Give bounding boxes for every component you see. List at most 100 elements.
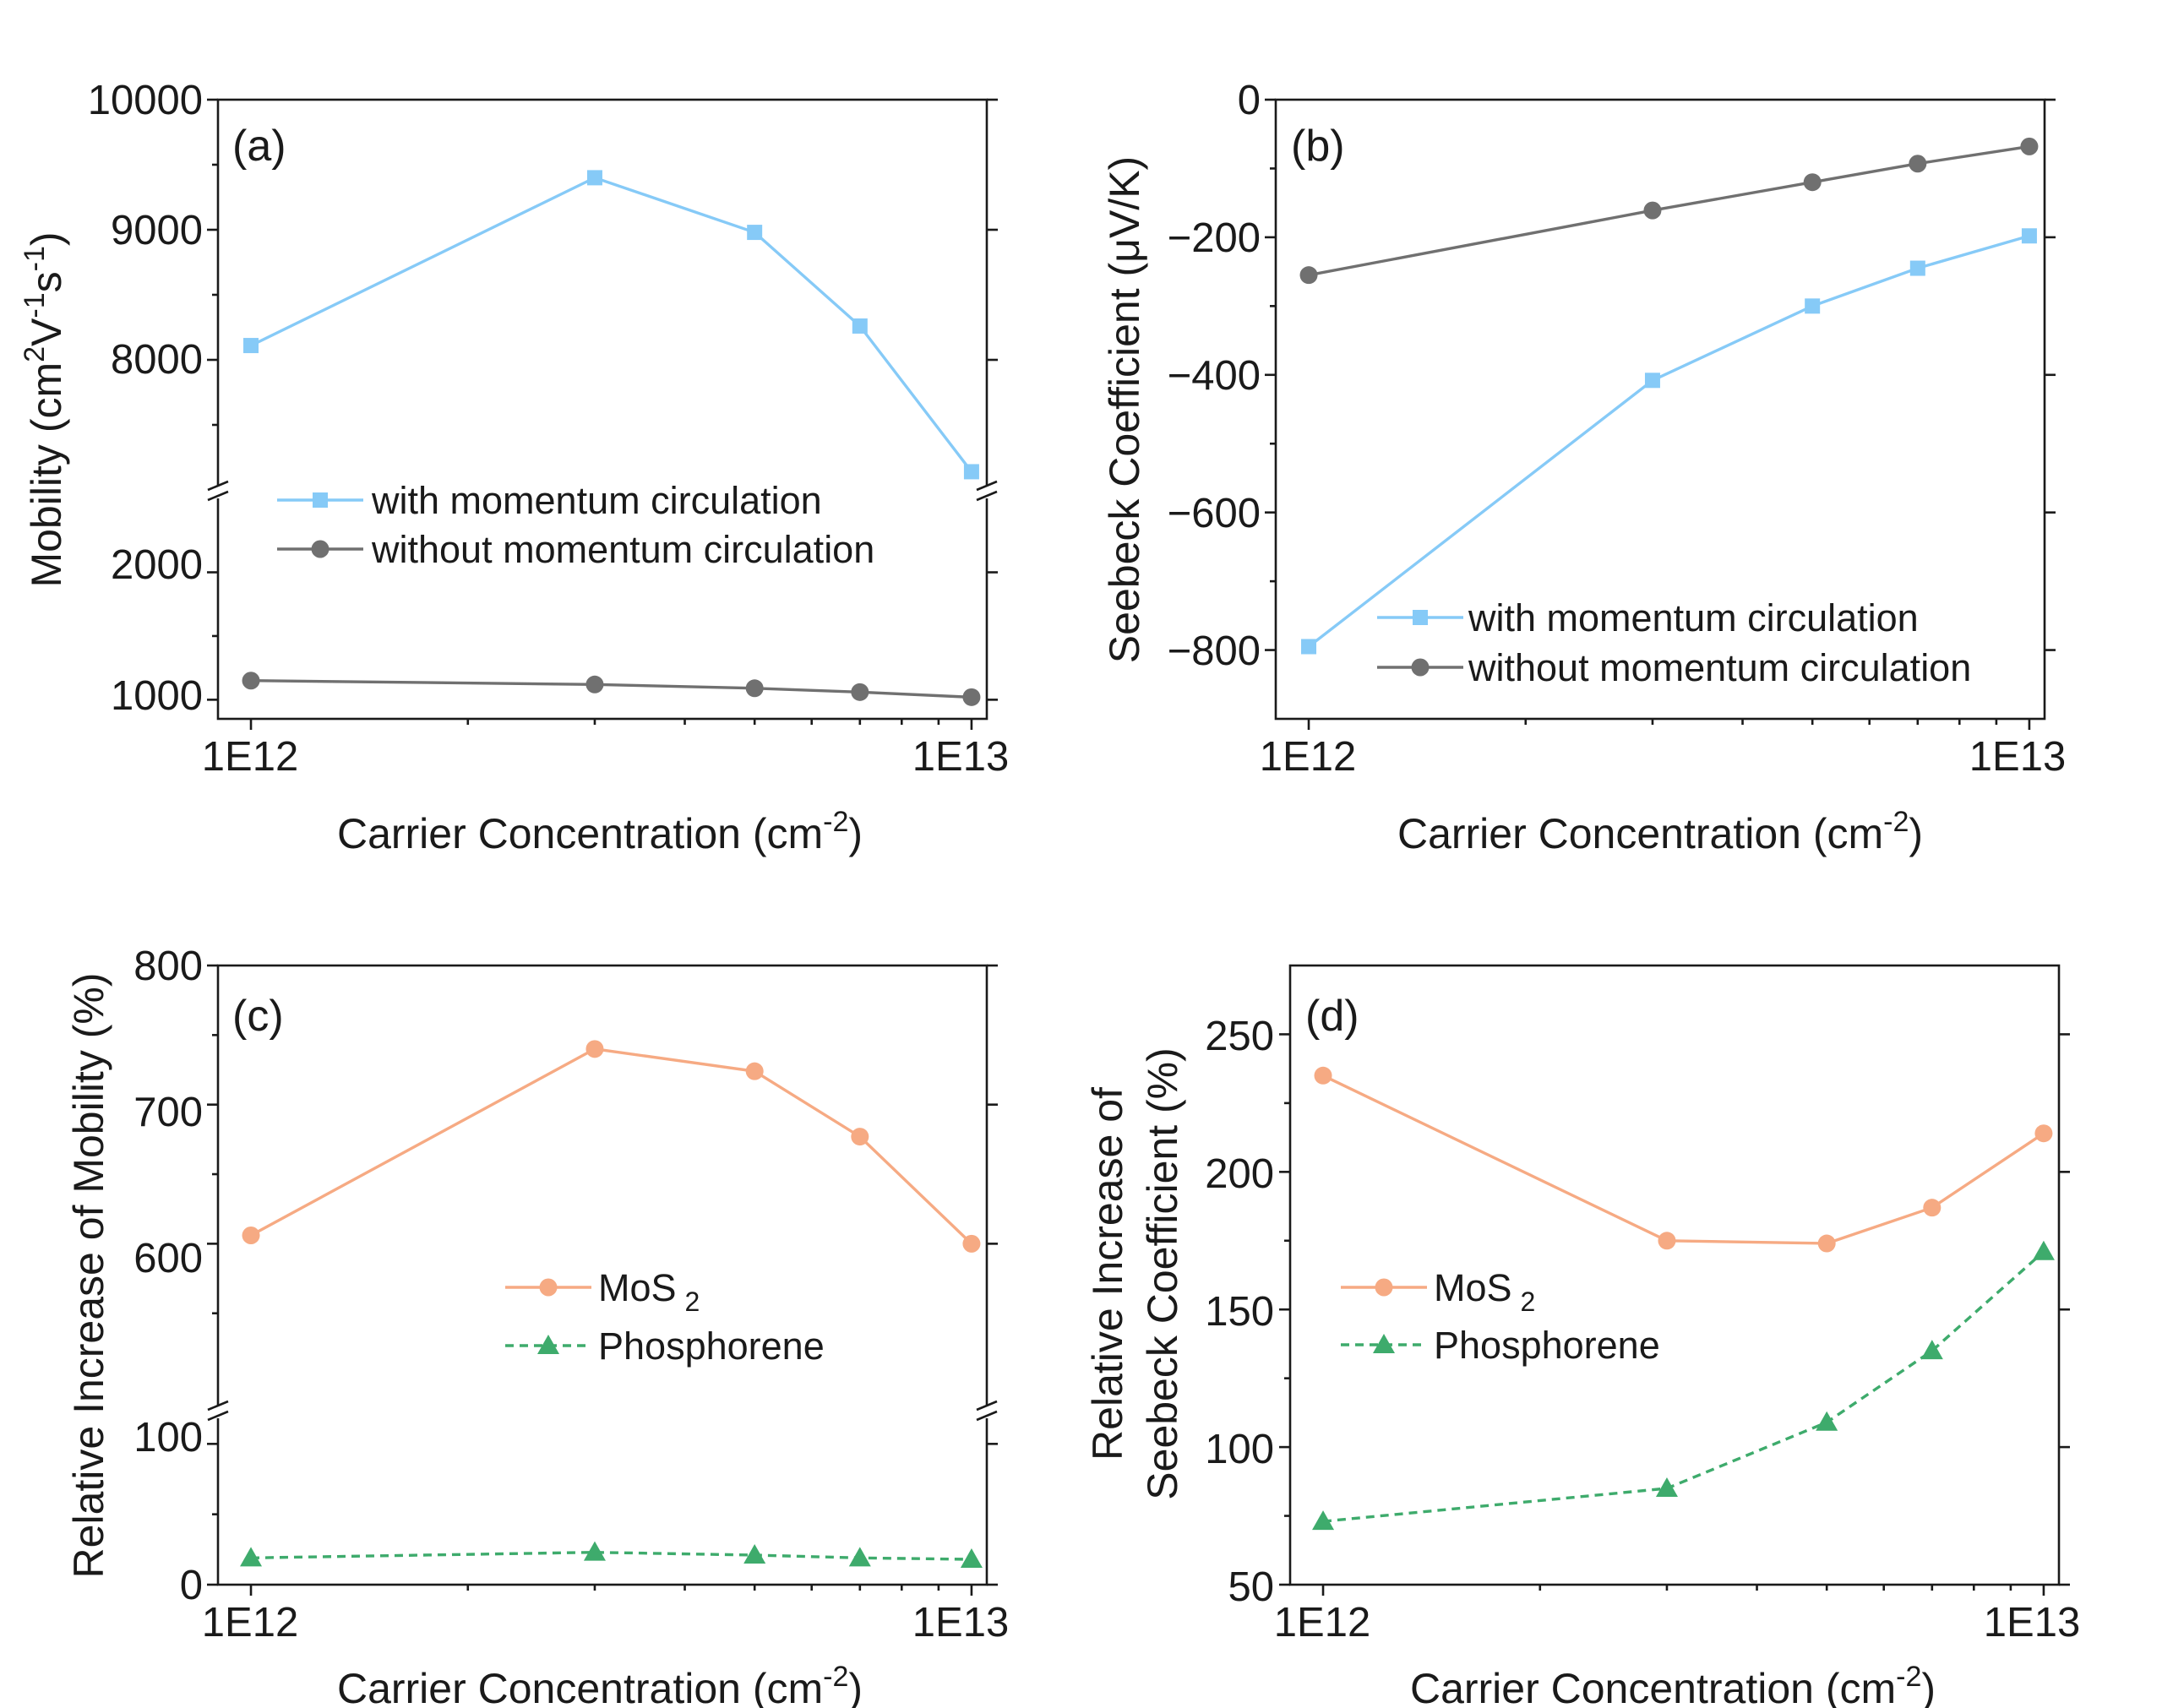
series-0-point: [242, 1226, 260, 1244]
panel-b-legend-symbol-with: [1377, 610, 1463, 625]
panel-d-ticks: [1279, 1033, 2070, 1596]
panel-c-ytick-100: 100: [133, 1415, 203, 1461]
legend-marker: [1413, 610, 1428, 625]
panel-c-series-markers: [240, 1040, 983, 1568]
panel-d-y-axis-title-line2: Seebeck Coefficient (%): [1139, 1047, 1186, 1499]
panel-d-legend: MoS 2 Phosphorene: [1341, 1266, 1660, 1367]
panel-a-legend-symbol-with: [277, 492, 363, 508]
panel-d-ytick-50: 50: [1228, 1564, 1274, 1610]
series-0-point: [1909, 260, 1925, 276]
series-0-point: [963, 464, 979, 480]
series-1-point: [1909, 155, 1927, 173]
series-1-point: [1816, 1411, 1838, 1431]
panel-d: 250 200 150 100 50 1E12 1E13 Carrier Con…: [1084, 964, 2080, 1708]
series-1-point: [242, 672, 260, 690]
series-1-point: [962, 688, 981, 706]
legend-marker: [1373, 1334, 1395, 1353]
panel-d-xtick-1e13: 1E13: [1984, 1600, 2080, 1645]
panel-a-legend-label-without: without momentum circulation: [371, 528, 874, 571]
series-1-point: [1643, 201, 1662, 220]
panel-d-legend-label-phosphorene: Phosphorene: [1434, 1324, 1660, 1367]
panel-b: 0 −200 −400 −600 −800 1E12 1E13 Carrier …: [1101, 78, 2066, 857]
legend-marker: [313, 492, 328, 508]
panel-a-ytick-8000: 8000: [111, 337, 203, 383]
legend-marker: [537, 1335, 559, 1354]
panel-b-series-markers: [1299, 137, 2039, 655]
panel-b-label: (b): [1291, 122, 1345, 171]
panel-c-xtick-1e13: 1E13: [912, 1600, 1009, 1645]
panel-b-ytick-0: 0: [1238, 78, 1261, 123]
series-0-point: [1817, 1234, 1836, 1253]
panel-c-xtick-1e12: 1E12: [202, 1600, 298, 1645]
panel-b-legend: with momentum circulation without moment…: [1377, 596, 1971, 689]
legend-marker: [311, 540, 329, 558]
series-0-line: [1322, 1074, 2045, 1245]
panel-b-ytick-minus400: −400: [1168, 353, 1261, 399]
panel-a-series-lines: [250, 176, 973, 699]
panel-a-ytick-10000: 10000: [88, 78, 203, 123]
panel-a-xtick-1e12: 1E12: [202, 734, 298, 780]
series-1-point: [851, 683, 869, 701]
panel-b-y-axis-title: Seebeck Coefficient (μV/K): [1101, 156, 1148, 663]
series-0-point: [1314, 1066, 1332, 1085]
panel-c-axes-frame: [216, 964, 988, 1586]
panel-d-label: (d): [1305, 992, 1359, 1041]
panel-d-series-markers: [1312, 1066, 2055, 1531]
panel-a-axes-frame: [216, 98, 988, 721]
panel-d-legend-symbol-phosphorene: [1341, 1334, 1427, 1353]
panel-b-ytick-minus600: −600: [1168, 491, 1261, 536]
panel-c-ytick-800: 800: [133, 944, 203, 989]
panel-c: 800 700 600 100 0 1E12 1E13 Carrier Conc…: [65, 944, 1009, 1708]
panel-a-legend-symbol-without: [277, 540, 363, 558]
panel-d-ytick-200: 200: [1205, 1151, 1274, 1197]
series-1-point: [1803, 173, 1822, 192]
panel-c-legend: MoS 2 Phosphorene: [505, 1266, 825, 1368]
panel-b-axes-frame: [1274, 98, 2046, 721]
series-0-point: [747, 225, 763, 241]
series-1-point: [1920, 1340, 1943, 1360]
panel-d-x-axis-title: Carrier Concentration (cm-2): [1410, 1661, 1936, 1708]
panel-a: 10000 9000 8000 2000 1000 1E12 1E13 Carr…: [19, 78, 1009, 857]
panel-b-legend-label-without: without momentum circulation: [1468, 646, 1971, 689]
series-0-point: [2034, 1124, 2053, 1143]
panel-d-ytick-250: 250: [1205, 1014, 1274, 1059]
panel-c-legend-label-mos2: MoS 2: [598, 1266, 700, 1317]
series-1-point: [1299, 266, 1318, 285]
panel-b-xtick-1e12: 1E12: [1260, 734, 1356, 780]
panel-a-label: (a): [232, 122, 286, 171]
panel-d-y-axis-title-line1: Relative Increase of: [1084, 1087, 1131, 1461]
panel-b-series-lines: [1307, 144, 2030, 648]
series-1-point: [1655, 1477, 1678, 1497]
panel-b-x-axis-title: Carrier Concentration (cm-2): [1397, 806, 1923, 857]
series-0-point: [1923, 1199, 1942, 1217]
panel-d-ytick-100: 100: [1205, 1427, 1274, 1472]
panel-b-ticks: [1265, 98, 2056, 730]
series-1-point: [1312, 1510, 1335, 1531]
legend-marker: [539, 1278, 558, 1297]
panel-c-legend-label-phosphorene: Phosphorene: [598, 1325, 825, 1368]
series-1-point: [240, 1547, 263, 1567]
series-0-point: [962, 1234, 981, 1253]
panel-a-ytick-2000: 2000: [111, 542, 203, 588]
panel-a-ticks: [207, 98, 998, 730]
panel-c-legend-symbol-phosphorene: [505, 1335, 591, 1354]
panel-b-ytick-minus800: −800: [1168, 628, 1261, 674]
series-0-line: [1307, 234, 2030, 648]
panel-d-xtick-1e12: 1E12: [1274, 1600, 1370, 1645]
series-0-point: [1301, 639, 1317, 655]
series-1-point: [848, 1547, 871, 1567]
panel-a-xtick-1e13: 1E13: [912, 734, 1009, 780]
panel-c-axis-break: [207, 1400, 998, 1422]
series-0-point: [585, 1040, 604, 1058]
panel-d-ytick-150: 150: [1205, 1289, 1274, 1335]
legend-marker: [1375, 1278, 1393, 1297]
series-1-point: [583, 1541, 606, 1561]
panel-a-legend: with momentum circulation without moment…: [277, 479, 874, 571]
series-1-point: [2032, 1240, 2055, 1260]
panel-a-y-axis-title: Mobility (cm2V-1s-1): [19, 231, 70, 587]
series-0-point: [1805, 298, 1821, 314]
panel-c-legend-symbol-mos2: [505, 1278, 591, 1297]
panel-c-ytick-600: 600: [133, 1236, 203, 1281]
series-1-point: [960, 1548, 983, 1568]
